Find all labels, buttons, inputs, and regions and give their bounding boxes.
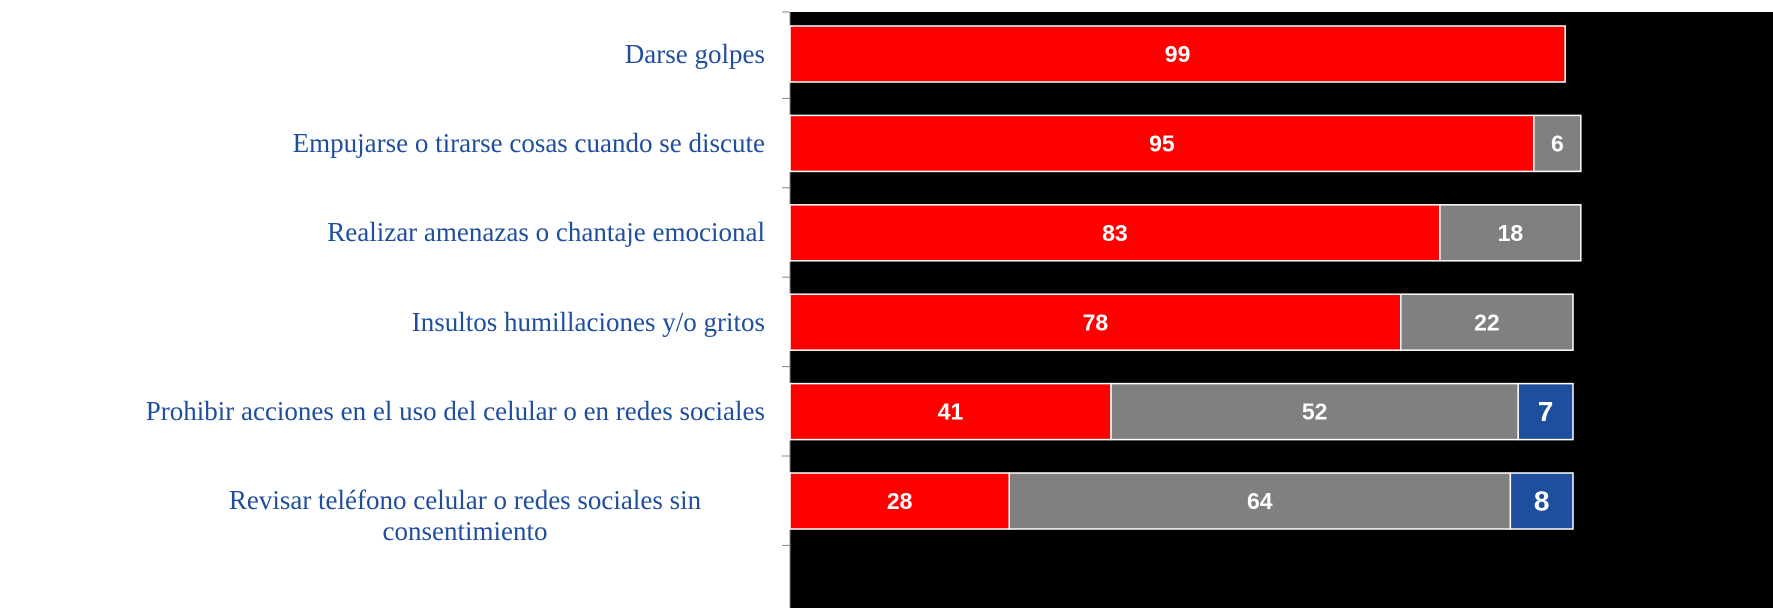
data-label: 28 <box>887 488 913 514</box>
data-label: 22 <box>1474 309 1500 335</box>
data-label: 52 <box>1302 399 1328 425</box>
bar-segment <box>789 293 1402 351</box>
data-label: 95 <box>1149 130 1175 156</box>
bar-segment <box>1439 204 1582 262</box>
bar-segment <box>1509 472 1574 530</box>
category-label: Revisar teléfono celular o redes sociale… <box>228 485 702 546</box>
data-label: 99 <box>1165 41 1191 67</box>
data-label: 8 <box>1534 485 1550 516</box>
data-label: 41 <box>938 399 964 425</box>
data-label: 64 <box>1247 488 1273 514</box>
data-label: 7 <box>1538 396 1554 427</box>
data-label: 6 <box>1551 130 1564 156</box>
bar-segment <box>789 472 1010 530</box>
bar-segment <box>789 204 1441 262</box>
data-label: 78 <box>1083 309 1109 335</box>
bar-segment <box>789 382 1112 441</box>
bar-segment <box>1008 472 1512 530</box>
bar-segment <box>1517 382 1574 441</box>
category-label: Prohibir acciones en el uso del celular … <box>145 396 765 427</box>
category-label: Insultos humillaciones y/o gritos <box>411 306 765 337</box>
bar-segment <box>789 25 1566 83</box>
bar-segment <box>1533 114 1582 173</box>
data-label: 18 <box>1498 220 1524 246</box>
category-label: Empujarse o tirarse cosas cuando se disc… <box>292 127 765 158</box>
category-label: Realizar amenazas o chantaje emocional <box>327 217 765 248</box>
category-label: Darse golpes <box>624 38 765 69</box>
data-label: 83 <box>1102 220 1128 246</box>
bar-segment <box>1399 293 1574 351</box>
bar-segment <box>1110 382 1519 441</box>
